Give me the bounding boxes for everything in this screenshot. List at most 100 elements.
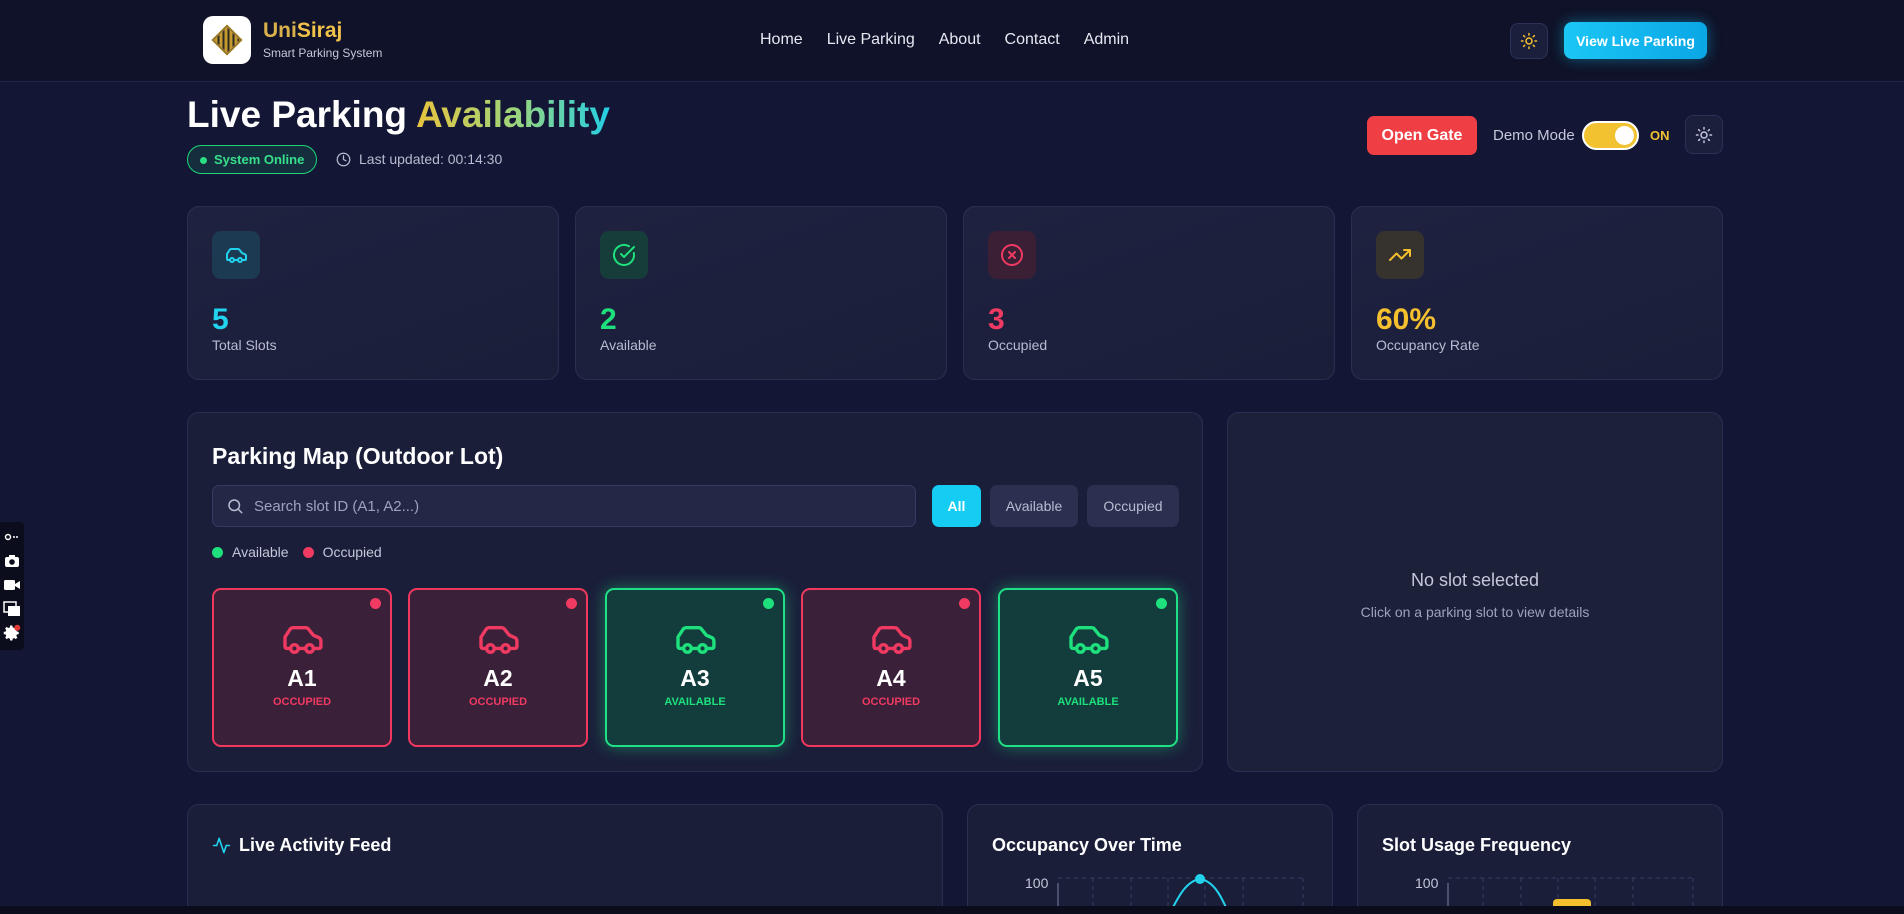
stat-card-total-slots: 5 Total Slots xyxy=(187,206,559,380)
slot-legend: Available Occupied xyxy=(212,544,396,560)
slot-id: A2 xyxy=(483,665,513,691)
status-dot-icon xyxy=(200,157,207,164)
floating-capture-toolbar xyxy=(0,522,24,650)
stat-value: 2 xyxy=(600,303,617,336)
stat-label: Occupancy Rate xyxy=(1376,337,1480,353)
stat-value: 60% xyxy=(1376,303,1437,336)
stat-label: Total Slots xyxy=(212,337,277,353)
slot-details-panel: No slot selected Click on a parking slot… xyxy=(1227,412,1723,772)
nav-links: Home Live Parking About Contact Admin xyxy=(760,31,1153,49)
brand-logo xyxy=(203,16,251,64)
slot-status-dot-icon xyxy=(370,598,381,609)
slot-status: OCCUPIED xyxy=(861,696,921,708)
windows-icon[interactable] xyxy=(3,600,21,618)
open-gate-button[interactable]: Open Gate xyxy=(1367,116,1477,155)
parking-slot-a4[interactable]: A4 OCCUPIED xyxy=(801,588,981,747)
system-status-badge: System Online xyxy=(187,145,318,174)
stat-icon-box xyxy=(212,231,260,279)
stat-icon-box xyxy=(600,231,648,279)
slot-status-dot-icon xyxy=(959,598,970,609)
stat-icon-box xyxy=(988,231,1036,279)
settings-gear-icon[interactable] xyxy=(3,624,21,642)
y-axis-tick: 100 xyxy=(1025,875,1049,891)
brand-subtitle: Smart Parking System xyxy=(263,46,383,60)
system-status-label: System Online xyxy=(214,152,305,167)
stat-value: 5 xyxy=(212,303,229,336)
parking-map-panel: Parking Map (Outdoor Lot) All Available … xyxy=(187,412,1203,772)
nav-link-live-parking[interactable]: Live Parking xyxy=(826,31,915,48)
slot-status-dot-icon xyxy=(566,598,577,609)
car-icon xyxy=(872,625,912,654)
last-updated-text: Last updated: 00:14:30 xyxy=(359,151,503,167)
car-icon xyxy=(479,625,519,654)
slot-search-input[interactable] xyxy=(254,486,915,526)
brand-name-part2: Siraj xyxy=(296,19,343,42)
slot-id: A1 xyxy=(287,665,317,691)
usage-chart-svg xyxy=(1447,877,1694,914)
view-live-parking-button[interactable]: View Live Parking xyxy=(1564,22,1707,59)
demo-mode-state: ON xyxy=(1650,128,1670,143)
check-circle-icon xyxy=(613,243,635,266)
camera-icon[interactable] xyxy=(3,552,21,570)
demo-mode-toggle[interactable] xyxy=(1582,121,1639,150)
stat-value: 3 xyxy=(988,303,1005,336)
car-icon xyxy=(226,248,247,263)
parking-slot-a5[interactable]: A5 AVAILABLE xyxy=(998,588,1178,747)
stat-label: Occupied xyxy=(988,337,1048,353)
car-icon xyxy=(676,625,716,654)
logo-emblem-icon xyxy=(211,24,243,56)
slot-status: OCCUPIED xyxy=(272,696,332,708)
nav-link-about[interactable]: About xyxy=(938,31,981,48)
legend-label: Occupied xyxy=(322,544,382,560)
slot-id: A4 xyxy=(876,665,906,691)
car-icon xyxy=(1069,625,1109,654)
data-point xyxy=(1195,874,1205,884)
video-camera-icon[interactable] xyxy=(3,576,21,594)
nav-theme-toggle-button[interactable] xyxy=(1510,23,1548,59)
live-activity-feed-card: Live Activity Feed xyxy=(187,804,943,914)
filter-all-button[interactable]: All xyxy=(932,485,981,527)
page-title-highlight: Availability xyxy=(415,94,610,135)
legend-label: Available xyxy=(232,544,289,560)
window-bottom-edge xyxy=(0,906,1904,914)
parking-slot-a2[interactable]: A2 OCCUPIED xyxy=(408,588,588,747)
slot-status: AVAILABLE xyxy=(664,696,726,708)
toggle-knob xyxy=(1615,126,1634,145)
slot-status: AVAILABLE xyxy=(1057,696,1119,708)
stat-label: Available xyxy=(600,337,657,353)
sun-icon xyxy=(1695,126,1713,143)
filter-available-button[interactable]: Available xyxy=(990,485,1078,527)
live-activity-feed-label: Live Activity Feed xyxy=(239,835,392,855)
stat-card-occupancy-rate: 60% Occupancy Rate xyxy=(1351,206,1723,380)
legend-dot-icon xyxy=(302,546,314,558)
brand[interactable]: UniSiraj Smart Parking System xyxy=(203,16,382,64)
slot-details-empty-title: No slot selected xyxy=(1410,570,1540,590)
sun-icon xyxy=(1520,32,1538,50)
parking-map-title: Parking Map (Outdoor Lot) xyxy=(212,443,504,469)
header-theme-toggle-button[interactable] xyxy=(1685,115,1723,154)
slot-id: A5 xyxy=(1073,665,1103,691)
parking-slot-a3[interactable]: A3 AVAILABLE xyxy=(605,588,785,747)
nav-link-home[interactable]: Home xyxy=(760,31,803,48)
legend-item-occupied: Occupied xyxy=(302,544,382,560)
nav-link-contact[interactable]: Contact xyxy=(1004,31,1060,48)
parking-slot-a1[interactable]: A1 OCCUPIED xyxy=(212,588,392,747)
slot-status-dot-icon xyxy=(763,598,774,609)
clock-icon xyxy=(336,152,351,166)
link-more-icon[interactable] xyxy=(3,528,21,546)
y-axis-tick: 100 xyxy=(1415,875,1439,891)
live-activity-feed-title: Live Activity Feed xyxy=(212,835,391,856)
filter-occupied-button[interactable]: Occupied xyxy=(1087,485,1179,527)
top-navbar: UniSiraj Smart Parking System Home Live … xyxy=(0,0,1904,82)
search-icon xyxy=(228,499,243,514)
slot-id: A3 xyxy=(680,665,710,691)
demo-mode-label: Demo Mode xyxy=(1493,127,1575,144)
slot-search-box xyxy=(212,485,916,527)
nav-link-admin[interactable]: Admin xyxy=(1083,31,1130,48)
x-circle-icon xyxy=(1001,244,1023,266)
brand-name-part1: Uni xyxy=(263,19,297,42)
slot-usage-frequency-title: Slot Usage Frequency xyxy=(1382,835,1572,855)
brand-name: UniSiraj xyxy=(263,19,382,43)
page-title-part1: Live Parking xyxy=(187,94,416,135)
last-updated: Last updated: 00:14:30 xyxy=(336,151,502,167)
